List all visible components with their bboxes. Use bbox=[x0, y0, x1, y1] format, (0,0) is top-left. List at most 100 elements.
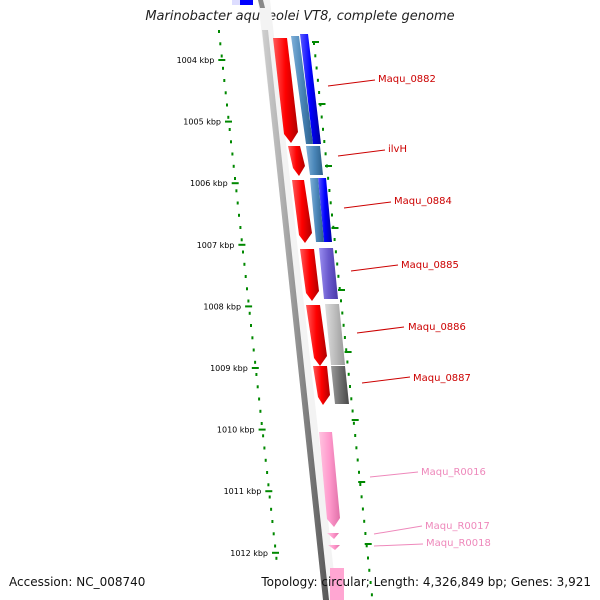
minor-tick bbox=[354, 434, 357, 437]
minor-tick bbox=[342, 323, 345, 327]
cog-purple-0885 bbox=[319, 248, 338, 299]
minor-tick bbox=[327, 176, 330, 180]
gene-label[interactable]: Maqu_R0017 bbox=[425, 521, 490, 532]
gene-labels: Maqu_0882 ilvH Maqu_0884 Maqu_0885 Maqu_0886… bbox=[327, 74, 491, 549]
minor-tick bbox=[251, 336, 254, 340]
minor-tick bbox=[340, 299, 342, 303]
minor-tick bbox=[228, 128, 231, 131]
gene-label[interactable]: Maqu_0884 bbox=[394, 196, 452, 207]
accession-text: Accession: NC_008740 bbox=[9, 575, 146, 589]
major-tick bbox=[225, 120, 232, 123]
leader-line bbox=[373, 543, 424, 547]
minor-tick bbox=[365, 544, 368, 548]
axis-label: 1008 kbp bbox=[203, 302, 241, 311]
gene-label[interactable]: Maqu_R0016 bbox=[421, 467, 486, 478]
major-tick bbox=[351, 419, 359, 421]
minor-tick bbox=[246, 287, 248, 291]
minor-tick bbox=[358, 470, 360, 474]
minor-tick bbox=[352, 421, 355, 425]
leader-line bbox=[327, 79, 376, 87]
minor-tick bbox=[274, 544, 277, 548]
axis-label: 1006 kbp bbox=[190, 179, 228, 188]
gene-maqu-0884 bbox=[292, 180, 312, 243]
major-tick bbox=[358, 481, 366, 483]
minor-tick bbox=[220, 54, 223, 58]
major-tick bbox=[238, 243, 246, 246]
minor-tick bbox=[315, 66, 318, 70]
rna-partial-bottom bbox=[330, 568, 344, 600]
gene-label[interactable]: Maqu_0887 bbox=[413, 373, 471, 384]
cog-steel-0884 bbox=[310, 178, 324, 242]
minor-tick bbox=[258, 397, 261, 401]
cog-blue-0884 bbox=[318, 178, 332, 242]
minor-tick bbox=[318, 91, 321, 94]
topology-text: Topology: circular; Length: 4,326,849 bp… bbox=[261, 575, 591, 589]
minor-tick bbox=[331, 213, 333, 217]
gene-label[interactable]: ilvH bbox=[388, 144, 407, 155]
axis-label: 1004 kbp bbox=[177, 56, 215, 65]
major-tick bbox=[231, 182, 239, 185]
minor-tick bbox=[334, 250, 337, 254]
minor-tick bbox=[252, 348, 255, 352]
major-tick bbox=[312, 41, 319, 43]
leader-line bbox=[337, 149, 386, 157]
minor-tick bbox=[345, 348, 348, 352]
major-tick bbox=[344, 351, 352, 353]
leader-line bbox=[369, 471, 419, 478]
minor-tick bbox=[260, 422, 263, 425]
minor-tick bbox=[368, 568, 371, 572]
minor-tick bbox=[238, 213, 240, 217]
cog-blue-0882 bbox=[300, 34, 321, 144]
minor-tick bbox=[347, 372, 350, 376]
leader-line bbox=[350, 264, 399, 272]
minor-tick bbox=[343, 336, 346, 339]
minor-tick bbox=[370, 593, 373, 597]
right-minor-ticks bbox=[312, 41, 373, 597]
gene-label[interactable]: Maqu_R0018 bbox=[426, 538, 491, 549]
leader-line bbox=[373, 525, 423, 535]
axis-label: 1009 kbp bbox=[210, 364, 248, 373]
left-minor-ticks bbox=[218, 30, 278, 560]
major-tick bbox=[325, 165, 332, 167]
gene-partial-top-gray bbox=[232, 0, 240, 5]
minor-tick bbox=[359, 483, 362, 486]
major-tick bbox=[258, 428, 266, 431]
minor-tick bbox=[367, 556, 369, 560]
gene-label[interactable]: Maqu_0885 bbox=[401, 260, 459, 271]
minor-tick bbox=[243, 262, 246, 266]
minor-tick bbox=[219, 42, 222, 46]
minor-tick bbox=[226, 103, 228, 107]
minor-tick bbox=[232, 164, 235, 168]
major-tick bbox=[318, 103, 326, 105]
minor-tick bbox=[350, 397, 353, 401]
minor-tick bbox=[341, 311, 344, 315]
gene-label[interactable]: Maqu_0886 bbox=[408, 322, 466, 333]
minor-tick bbox=[271, 520, 274, 523]
axis-labels: 1004 kbp 1005 kbp 1006 kbp 1007 kbp 1008 kbp… bbox=[177, 56, 279, 558]
gene-partial-top-blue bbox=[240, 0, 253, 5]
minor-tick bbox=[364, 532, 367, 535]
gene-label[interactable]: Maqu_0882 bbox=[378, 74, 436, 85]
minor-tick bbox=[275, 556, 278, 560]
cog-lightgray-0886 bbox=[325, 304, 345, 365]
minor-tick bbox=[255, 373, 258, 376]
minor-tick bbox=[250, 324, 252, 327]
title: Marinobacter aquaeolei VT8, complete gen… bbox=[145, 9, 455, 24]
rna-maqu-r0016 bbox=[319, 432, 340, 527]
minor-tick bbox=[314, 54, 317, 58]
major-tick bbox=[251, 367, 259, 369]
rna-maqu-r0018 bbox=[328, 545, 340, 550]
minor-tick bbox=[356, 458, 359, 462]
gene-ilvh bbox=[288, 146, 305, 176]
cog-steel-0882 bbox=[291, 36, 313, 144]
genome-backbone-top bbox=[258, 0, 265, 8]
major-tick bbox=[331, 227, 339, 229]
minor-tick bbox=[223, 79, 226, 82]
minor-tick bbox=[236, 201, 239, 205]
cog-steel-ilvh bbox=[306, 146, 323, 175]
gene-maqu-0887 bbox=[313, 366, 330, 405]
minor-tick bbox=[247, 299, 250, 303]
minor-tick bbox=[361, 507, 364, 511]
minor-tick bbox=[320, 115, 323, 119]
minor-tick bbox=[235, 189, 238, 193]
